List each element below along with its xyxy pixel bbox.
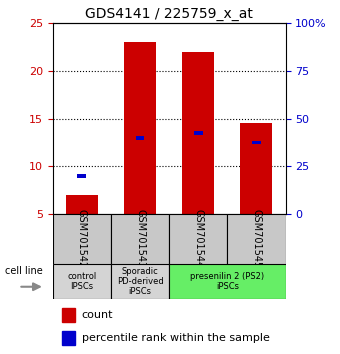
- Bar: [169, 264, 286, 299]
- Bar: [62, 331, 75, 345]
- Bar: [124, 42, 156, 214]
- Text: cell line: cell line: [5, 266, 43, 276]
- Bar: [194, 131, 203, 135]
- Bar: [136, 136, 144, 139]
- Text: control
IPSCs: control IPSCs: [67, 272, 97, 291]
- Text: count: count: [82, 310, 113, 320]
- Bar: [240, 123, 272, 214]
- Text: percentile rank within the sample: percentile rank within the sample: [82, 333, 270, 343]
- Bar: [169, 214, 227, 264]
- Bar: [111, 214, 169, 264]
- Bar: [62, 308, 75, 322]
- Text: GSM701542: GSM701542: [77, 209, 87, 269]
- Bar: [78, 174, 86, 178]
- Bar: [111, 264, 169, 299]
- Text: GSM701543: GSM701543: [135, 209, 145, 269]
- Text: Sporadic
PD-derived
iPSCs: Sporadic PD-derived iPSCs: [117, 267, 164, 296]
- Bar: [252, 141, 261, 144]
- Bar: [53, 214, 111, 264]
- Text: GSM701544: GSM701544: [193, 209, 203, 269]
- Bar: [66, 195, 98, 214]
- Bar: [227, 214, 286, 264]
- Text: presenilin 2 (PS2)
iPSCs: presenilin 2 (PS2) iPSCs: [190, 272, 265, 291]
- Title: GDS4141 / 225759_x_at: GDS4141 / 225759_x_at: [85, 7, 253, 21]
- Text: GSM701545: GSM701545: [252, 209, 261, 269]
- Bar: [182, 52, 214, 214]
- Bar: [53, 264, 111, 299]
